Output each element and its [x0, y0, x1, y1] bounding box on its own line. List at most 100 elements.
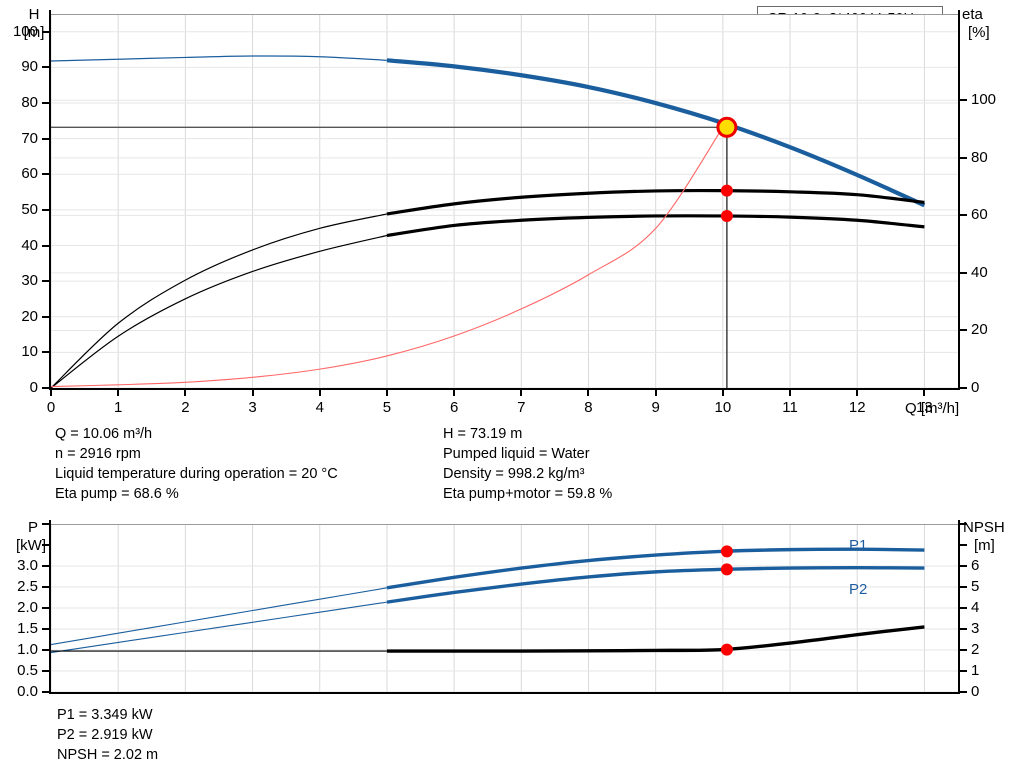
- p-tick-label: 2.5: [17, 578, 38, 595]
- top-frame-top: [51, 14, 958, 15]
- eta-tick-label: 60: [971, 206, 988, 224]
- p-axis-title: P: [27, 519, 38, 536]
- top-left-axis: [49, 10, 51, 390]
- q-tick: [251, 388, 254, 396]
- h-tick: [42, 387, 51, 389]
- h-tick-label: 20: [21, 307, 38, 325]
- info-col1-line4: Eta pump = 68.6 %: [55, 486, 179, 502]
- q-tick: [654, 388, 657, 396]
- q-tick-label: 1: [114, 399, 123, 416]
- info-col2-line1: H = 73.19 m: [443, 426, 523, 442]
- bottom-frame-top: [51, 524, 958, 525]
- h-tick-label: 30: [21, 272, 38, 290]
- npsh-tick: [958, 544, 967, 546]
- p-tick: [42, 649, 51, 651]
- eta-axis-title-bracket: [%]: [968, 24, 990, 41]
- eta-tick: [958, 156, 967, 159]
- h-tick-label: 40: [21, 236, 38, 254]
- h-tick-label: 0: [29, 379, 38, 396]
- h-tick-label: 10: [21, 343, 38, 361]
- h-tick: [42, 351, 51, 354]
- eta-tick-label: 40: [971, 263, 988, 281]
- top-x-axis: [49, 388, 960, 390]
- power-npsh-chart: [50, 524, 958, 693]
- q-tick-label: 3: [248, 399, 257, 416]
- q-tick: [50, 388, 52, 396]
- q-tick-label: 5: [382, 399, 392, 416]
- q-tick-label: 12: [848, 399, 866, 416]
- npsh-axis-title-bracket: [m]: [974, 537, 995, 554]
- q-tick-label: 4: [315, 399, 324, 416]
- p-tick: [42, 565, 51, 567]
- info-bottom-line2: P2 = 2.919 kW: [57, 727, 153, 743]
- info-col2-line3: Density = 998.2 kg/m³: [443, 466, 585, 482]
- q-tick: [721, 388, 724, 396]
- h-tick: [42, 137, 51, 140]
- p-axis-title-bracket: [kW]: [16, 537, 46, 554]
- p-tick: [42, 544, 51, 546]
- p-tick-label: 1.0: [17, 641, 38, 658]
- p-tick-label: 0.0: [17, 683, 38, 700]
- head-eta-chart: [50, 14, 958, 389]
- power-npsh-curves: [50, 524, 958, 693]
- h-tick-label: 70: [21, 129, 38, 147]
- top-right-axis: [958, 10, 960, 390]
- info-col2-line4: Eta pump+motor = 59.8 %: [443, 486, 613, 502]
- info-bottom-line1: P1 = 3.349 kW: [57, 707, 153, 723]
- npsh-tick: [958, 607, 967, 609]
- q-axis-title: Q [m³/h]: [905, 400, 960, 417]
- h-tick-label: 60: [21, 165, 38, 183]
- h-tick: [42, 30, 51, 33]
- info-col2-line2: Pumped liquid = Water: [443, 446, 590, 462]
- q-tick: [117, 388, 120, 396]
- eta-tick-label: 80: [971, 148, 988, 166]
- q-tick: [184, 388, 187, 396]
- bottom-x-axis: [49, 692, 960, 694]
- q-tick: [789, 388, 792, 396]
- q-tick-label: 7: [517, 399, 526, 416]
- npsh-tick-label: 1: [971, 662, 980, 679]
- eta-axis-title: eta: [962, 6, 983, 23]
- q-tick-label: 10: [714, 399, 732, 416]
- h-axis-title-bracket: [m]: [23, 24, 45, 41]
- npsh-tick-label: 4: [971, 599, 980, 616]
- npsh-tick-label: 0: [971, 683, 980, 700]
- q-tick-label: 9: [651, 399, 660, 416]
- p-tick: [42, 607, 51, 609]
- npsh-tick: [958, 691, 967, 693]
- p-tick-label: 1.5: [17, 620, 38, 637]
- head-eta-curves: [50, 14, 958, 389]
- npsh-tick-label: 3: [971, 620, 980, 637]
- q-tick-label: 11: [782, 399, 798, 416]
- h-tick-label: 90: [21, 58, 38, 76]
- npsh-tick: [958, 670, 967, 672]
- p-tick: [42, 523, 51, 525]
- q-tick: [318, 388, 321, 396]
- eta-tick-label: 100: [971, 91, 997, 109]
- h-tick-label: 80: [21, 94, 38, 112]
- q-tick-label: 0: [46, 399, 56, 416]
- h-tick: [42, 66, 51, 69]
- q-tick: [385, 388, 388, 396]
- eta-tick: [958, 271, 967, 274]
- q-tick: [587, 388, 590, 396]
- p-tick: [42, 628, 51, 630]
- npsh-tick: [958, 586, 967, 588]
- h-tick: [42, 315, 51, 318]
- h-tick: [42, 173, 51, 176]
- h-tick-label: 50: [21, 200, 38, 218]
- q-tick: [923, 388, 926, 396]
- q-tick: [453, 388, 456, 396]
- npsh-tick: [958, 628, 967, 630]
- info-col1-line1: Q = 10.06 m³/h: [55, 426, 153, 442]
- p-tick-label: 0.5: [17, 662, 38, 679]
- h-tick: [42, 102, 51, 105]
- npsh-tick: [958, 565, 967, 567]
- eta-tick: [958, 99, 967, 102]
- npsh-axis-title: NPSH: [963, 519, 1005, 536]
- npsh-tick-label: 6: [971, 557, 980, 574]
- p1-curve-label: P1: [849, 537, 868, 554]
- chart-background: [51, 14, 958, 388]
- eta-tick-label: 20: [971, 321, 988, 339]
